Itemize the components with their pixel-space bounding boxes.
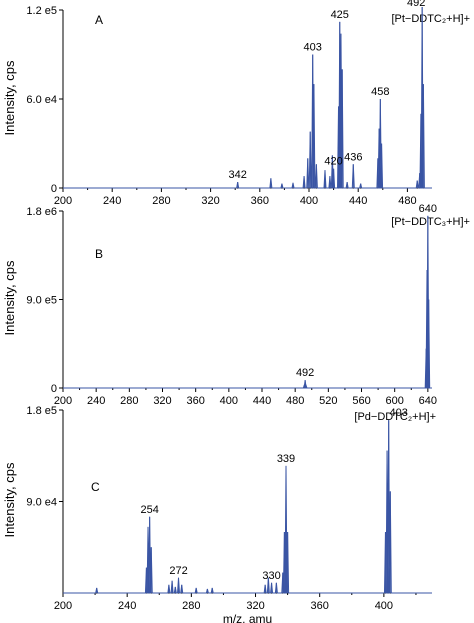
spectrum-line xyxy=(63,215,432,389)
x-tick-label: 200 xyxy=(54,395,72,407)
x-tick-label: 480 xyxy=(286,395,304,407)
peak-label-330: 330 xyxy=(262,570,280,582)
x-axis-label: m/z, amu xyxy=(223,612,272,623)
x-tick-label: 280 xyxy=(182,600,200,612)
x-tick-label: 200 xyxy=(54,600,72,612)
peak-label-436: 436 xyxy=(344,151,362,163)
ion-legend: [Pt−DDTC₂+H]+ xyxy=(391,13,470,25)
x-tick-label: 200 xyxy=(54,195,72,207)
peak-label-272: 272 xyxy=(169,565,187,577)
ion-legend: [Pt−DDTC₃+H]+ xyxy=(391,216,470,228)
x-tick-label: 240 xyxy=(118,600,136,612)
x-tick-label: 280 xyxy=(120,395,138,407)
x-tick-label: 600 xyxy=(386,395,404,407)
peak-label-420: 420 xyxy=(324,156,342,168)
x-tick-label: 320 xyxy=(246,600,264,612)
panel-label: A xyxy=(95,13,103,27)
x-tick-label: 360 xyxy=(311,600,329,612)
x-tick-label: 240 xyxy=(103,195,121,207)
peak-label-403: 403 xyxy=(304,42,322,54)
y-axis-label: Intensity, cps xyxy=(2,462,17,537)
x-tick-label: 440 xyxy=(253,395,271,407)
peak-label-254: 254 xyxy=(140,504,158,516)
x-tick-label: 560 xyxy=(352,395,370,407)
spectrum-line xyxy=(63,7,432,189)
y-tick-label: 0 xyxy=(51,183,57,195)
x-tick-label: 640 xyxy=(419,395,437,407)
peak-label-403: 403 xyxy=(390,407,408,419)
x-tick-label: 520 xyxy=(319,395,337,407)
y-tick-label: 6.0 e4 xyxy=(26,94,57,106)
chart-panel-c: 200 240 280 320 360 400 9.0 e4 1.8 e5 Intensity,… xyxy=(2,405,436,623)
y-axis-label: Intensity, cps xyxy=(2,60,17,135)
chart-panel-b: 200 240 280 320 360 400 440 480 520 560 600 640 0 9.0… xyxy=(2,203,470,407)
x-tick-label: 320 xyxy=(201,195,219,207)
peak-label-339: 339 xyxy=(277,453,295,465)
spectrum-line xyxy=(63,420,432,594)
peak-label-640: 640 xyxy=(419,203,437,215)
x-tick-label: 400 xyxy=(300,195,318,207)
peak-label-342: 342 xyxy=(228,169,246,181)
peak-label-458: 458 xyxy=(371,86,389,98)
y-tick-label: 1.8 e5 xyxy=(26,405,57,417)
y-tick-label: 9.0 e4 xyxy=(26,497,57,509)
y-tick-label: 9.0 e5 xyxy=(26,295,57,307)
y-axis-label: Intensity, cps xyxy=(2,260,17,335)
x-tick-label: 440 xyxy=(349,195,367,207)
chart-panel-a: 200 240 280 320 360 400 440 480 0 6.0 e4 1.2 e5 Int… xyxy=(2,0,470,207)
x-tick-label: 360 xyxy=(251,195,269,207)
panel-label: C xyxy=(91,480,100,494)
x-tick-label: 320 xyxy=(153,395,171,407)
x-tick-label: 360 xyxy=(186,395,204,407)
peak-label-492: 492 xyxy=(296,367,314,379)
x-tick-label: 280 xyxy=(152,195,170,207)
peak-label-492: 492 xyxy=(407,0,425,9)
x-tick-label: 400 xyxy=(375,600,393,612)
ion-legend: [Pd−DDTC₂+H]+ xyxy=(354,411,436,423)
x-tick-label: 240 xyxy=(87,395,105,407)
y-tick-label: 1.2 e5 xyxy=(26,5,57,17)
peak-label-425: 425 xyxy=(331,9,349,21)
y-tick-label: 1.8 e6 xyxy=(26,206,57,218)
y-tick-label: 0 xyxy=(51,383,57,395)
panel-label: B xyxy=(95,247,103,261)
x-tick-label: 480 xyxy=(398,195,416,207)
x-tick-label: 400 xyxy=(220,395,238,407)
